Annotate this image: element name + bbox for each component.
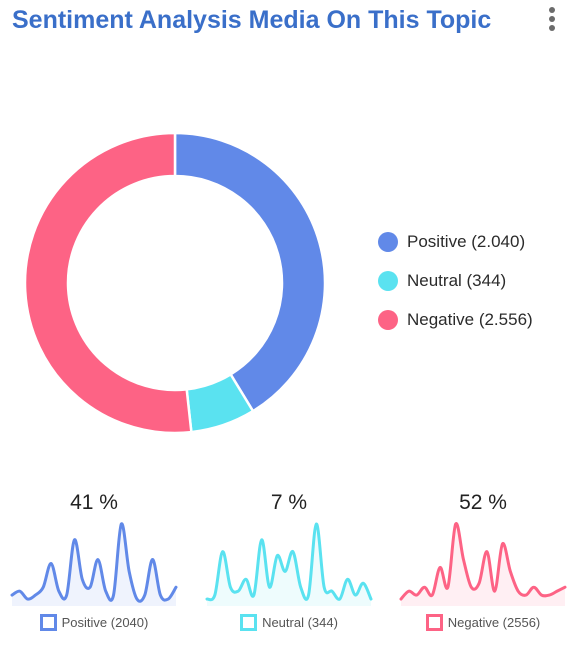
legend-label-positive: Positive (2.040) <box>407 231 526 251</box>
legend-label-neutral: Neutral (344) <box>407 270 507 290</box>
sparkline-label-negative: Negative (2556) <box>447 615 541 630</box>
donut-slice-positive[interactable] <box>173 131 327 413</box>
sparkline-legend-negative[interactable]: Negative (2556) <box>398 614 568 631</box>
sparkline-legend-positive[interactable]: Positive (2040) <box>9 614 179 631</box>
legend-dot-positive <box>378 231 398 252</box>
sparkline-chart-negative <box>399 522 567 606</box>
donut-slice-negative[interactable] <box>23 131 193 435</box>
donut-chart <box>23 131 327 435</box>
legend-square-negative <box>425 614 443 631</box>
sparkline-negative: 52 % Negative (2556) <box>398 488 568 631</box>
sparkline-line-neutral <box>205 522 373 602</box>
legend-square-neutral <box>240 614 258 631</box>
menu-dot <box>549 7 555 13</box>
legend-label-negative: Negative (2.556) <box>407 309 533 329</box>
sparkline-label-positive: Positive (2040) <box>61 615 149 630</box>
legend-item-positive[interactable]: Positive (2.040) <box>378 222 533 261</box>
percent-negative: 52 % <box>459 491 507 514</box>
legend-item-negative[interactable]: Negative (2.556) <box>378 300 533 339</box>
percent-positive: 41 % <box>70 491 118 514</box>
sparkline-neutral: 7 % Neutral (344) <box>204 488 374 631</box>
sparkline-line-positive <box>10 522 178 603</box>
legend-square-positive <box>39 614 57 631</box>
sparkline-line-negative <box>399 522 567 601</box>
legend-dot-negative <box>378 309 398 330</box>
more-vertical-icon[interactable] <box>540 4 564 34</box>
menu-dot <box>549 16 555 22</box>
page-title: Sentiment Analysis Media On This Topic <box>12 6 492 34</box>
sparkline-label-neutral: Neutral (344) <box>262 615 338 630</box>
percent-neutral: 7 % <box>270 491 308 514</box>
menu-dot <box>549 25 555 31</box>
sparkline-chart-positive <box>10 522 178 606</box>
legend-item-neutral[interactable]: Neutral (344) <box>378 261 533 300</box>
sparkline-chart-neutral <box>205 522 373 606</box>
sparkline-area-positive <box>12 523 176 606</box>
donut-legend: Positive (2.040) Neutral (344) Negative … <box>378 222 533 339</box>
sparkline-legend-neutral[interactable]: Neutral (344) <box>204 614 374 631</box>
legend-dot-neutral <box>378 270 398 291</box>
sparkline-positive: 41 % Positive (2040) <box>9 488 179 631</box>
